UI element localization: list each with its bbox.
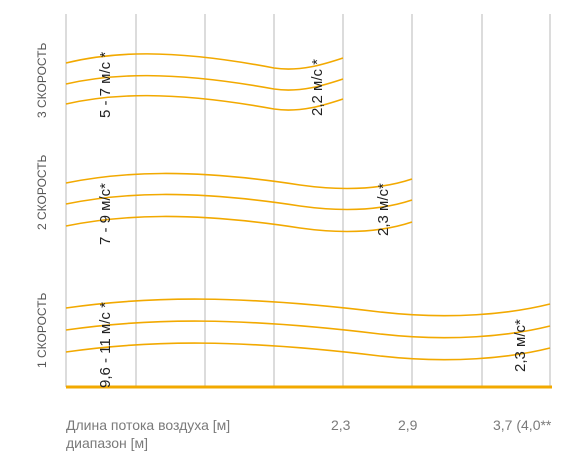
airflow-curve-row-1-line-3 (65, 342, 551, 361)
airflow-curve-row-2-line-2 (65, 193, 413, 211)
airflow-curve-row-1-line-2 (65, 320, 551, 339)
airflow-curve-row-1-line-1 (65, 298, 551, 317)
footer-range-label: диапазон [м] (66, 435, 149, 451)
row-label-speed-2: 2 СКОРОСТЬ (35, 154, 49, 230)
airflow-curve-row-3-line-3 (65, 94, 344, 111)
airflow-curve-row-3-line-1 (65, 53, 344, 70)
end-speed-row-2: 2,3 м/с* (375, 183, 392, 236)
row-label-speed-1: 1 СКОРОСТЬ (35, 292, 49, 368)
grid-lines (65, 14, 551, 387)
footer-range-value-3: 3,7 (4,0** (493, 417, 552, 433)
airflow-curve-row-2-line-1 (65, 172, 413, 190)
airflow-curves (65, 53, 551, 361)
end-speed-row-1: 2,3 м/с* (512, 319, 529, 372)
airflow-curve-row-2-line-3 (65, 215, 413, 233)
start-speed-row-3: 5 - 7 м/с * (97, 52, 114, 118)
airflow-curve-row-3-line-2 (65, 74, 344, 91)
start-speed-row-1: 9,6 - 11 м/с * (97, 302, 114, 388)
row-label-speed-3: 3 СКОРОСТЬ (35, 42, 49, 118)
footer-range-value-1: 2,3 (331, 417, 351, 433)
start-speed-row-2: 7 - 9 м/с* (97, 183, 114, 245)
end-speed-row-3: 2,2 м/с * (309, 59, 326, 116)
footer-range-value-2: 2,9 (398, 417, 418, 433)
footer-flow-length-label: Длина потока воздуха [м] (66, 417, 231, 433)
